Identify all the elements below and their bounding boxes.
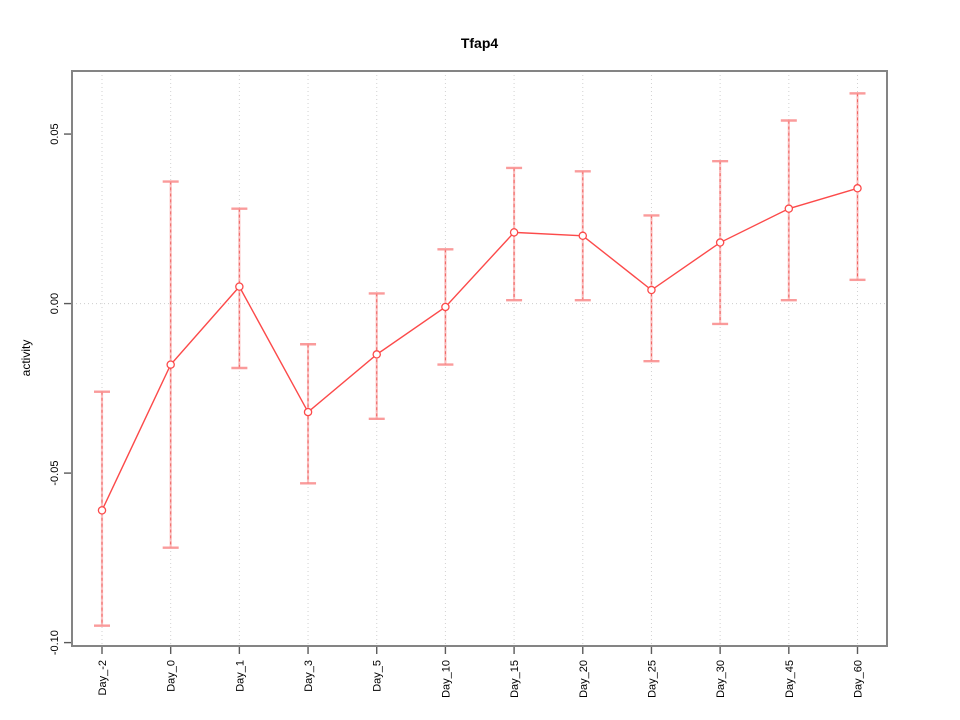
y-axis-title: activity [19, 340, 33, 377]
x-tick-label: Day_3 [303, 660, 315, 692]
data-point [853, 184, 862, 193]
x-tick-label: Day_60 [853, 660, 865, 698]
x-tick-label: Day_-2 [97, 660, 109, 695]
chart-title: Tfap4 [461, 35, 499, 51]
data-point [303, 407, 313, 417]
data-point [235, 282, 244, 291]
data-point [372, 350, 381, 359]
x-tick-label: Day_45 [784, 660, 796, 698]
data-point [784, 204, 794, 213]
data-point [578, 231, 588, 241]
series-line [101, 187, 858, 511]
data-point [441, 302, 450, 312]
x-tick-label: Day_5 [372, 660, 384, 692]
data-point [97, 506, 107, 515]
data-point [647, 285, 656, 295]
x-tick-label: Day_10 [440, 660, 452, 698]
x-tick-label: Day_30 [715, 660, 727, 698]
axis-layer: Day_-2 Day_0 Day_1 Day_3 Day_5 Day_10 Day_15 Da… [49, 70, 888, 698]
plot-box [71, 70, 888, 647]
x-tick-label: Day_25 [646, 660, 658, 698]
data-point [509, 228, 519, 237]
data-layer [94, 92, 866, 627]
y-tick-label: -0.05 [49, 461, 61, 486]
x-tick-label: Day_20 [578, 660, 590, 698]
y-tick-label: 0.00 [49, 293, 61, 314]
grid-layer [72, 71, 887, 646]
data-point [715, 238, 725, 247]
data-point [166, 360, 175, 369]
x-tick-label: Day_1 [234, 660, 246, 692]
y-tick-label: -0.10 [49, 630, 61, 655]
x-tick-label: Day_15 [509, 660, 521, 698]
y-tick-label: 0.05 [49, 123, 61, 144]
x-tick-label: Day_0 [166, 660, 178, 692]
